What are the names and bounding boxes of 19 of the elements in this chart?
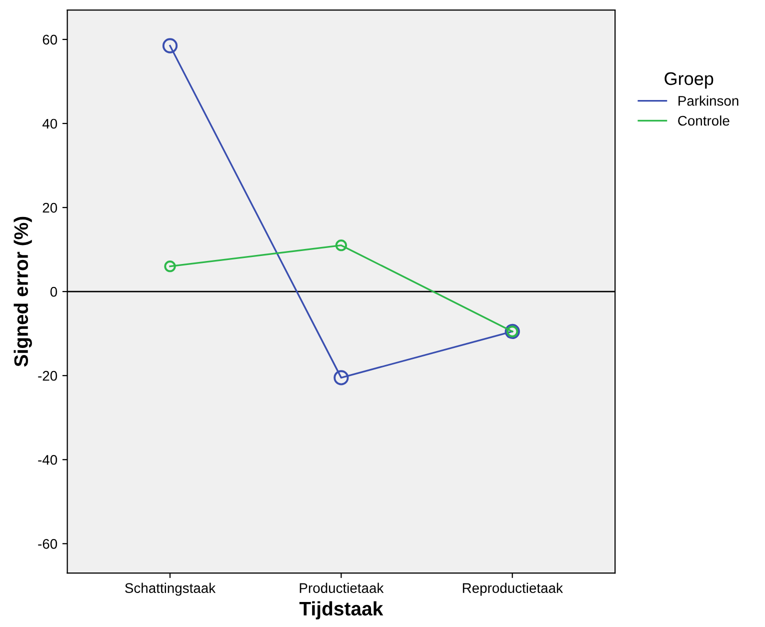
y-tick-label: -60	[38, 539, 58, 549]
legend-title: Groep	[664, 72, 714, 89]
y-axis-title: Signed error (%)	[14, 216, 32, 367]
point	[334, 370, 349, 386]
legend-label: Controle	[678, 115, 730, 126]
x-tick-label: Schattingstaak	[125, 582, 216, 596]
point	[164, 260, 176, 272]
y-tick-label: -20	[38, 370, 58, 381]
y-tick-label: 40	[42, 118, 58, 129]
y-tick-label: -40	[38, 454, 58, 465]
x-axis-title: Tijdstaak	[299, 601, 384, 620]
y-tick-label: 60	[42, 34, 58, 45]
y-tick-label: 20	[42, 202, 58, 213]
point	[162, 38, 178, 54]
legend-label: Parkinson	[678, 96, 738, 106]
x-tick-label: Productietaak	[300, 582, 384, 593]
y-tick-label: 0	[50, 286, 58, 297]
point	[335, 240, 348, 252]
x-tick-label: Reproductietaak	[462, 582, 563, 596]
